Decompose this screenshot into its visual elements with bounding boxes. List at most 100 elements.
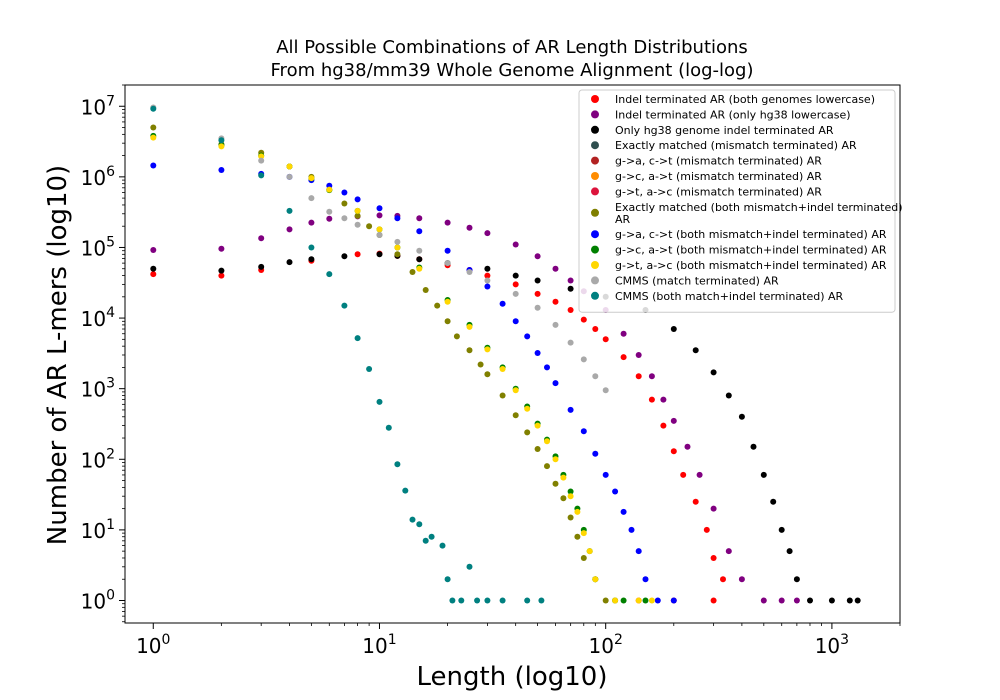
data-point-series-2 xyxy=(150,265,157,272)
data-point-series-7 xyxy=(466,347,473,354)
data-point-series-0 xyxy=(703,526,710,533)
data-point-series-8 xyxy=(670,597,677,604)
data-point-series-11 xyxy=(394,238,401,245)
data-point-series-10 xyxy=(376,226,383,233)
legend-marker xyxy=(591,187,599,196)
data-point-series-1 xyxy=(376,212,383,219)
data-point-series-12 xyxy=(458,597,465,604)
legend-marker xyxy=(591,261,599,269)
data-point-series-7 xyxy=(552,480,559,487)
data-point-series-8 xyxy=(580,428,587,435)
data-point-series-7 xyxy=(341,200,348,207)
data-point-series-8 xyxy=(628,526,635,533)
data-point-series-0 xyxy=(150,271,157,278)
data-point-series-10 xyxy=(512,387,519,394)
data-point-series-10 xyxy=(534,422,541,429)
data-point-series-12 xyxy=(286,207,293,214)
data-point-series-2 xyxy=(786,548,793,555)
data-point-series-10 xyxy=(484,346,491,353)
data-point-series-10 xyxy=(586,548,593,555)
data-point-series-1 xyxy=(725,548,732,555)
data-point-series-8 xyxy=(642,576,649,583)
data-point-series-2 xyxy=(512,272,519,279)
data-point-series-10 xyxy=(567,493,574,500)
data-point-series-12 xyxy=(538,597,545,604)
y-tick-label: 101 xyxy=(81,517,115,543)
data-point-series-10 xyxy=(552,456,559,463)
data-point-series-10 xyxy=(354,207,361,214)
data-point-series-11 xyxy=(416,247,423,254)
data-point-series-10 xyxy=(635,597,642,604)
data-point-series-1 xyxy=(444,219,451,226)
data-point-series-1 xyxy=(760,597,767,604)
data-point-series-8 xyxy=(635,548,642,555)
data-point-series-9 xyxy=(620,597,627,604)
data-point-series-7 xyxy=(560,495,567,502)
data-point-series-2 xyxy=(750,443,757,450)
data-point-series-1 xyxy=(778,597,785,604)
data-point-series-12 xyxy=(354,335,361,342)
data-point-series-1 xyxy=(150,247,157,253)
data-point-series-11 xyxy=(354,221,361,228)
data-point-series-1 xyxy=(710,505,717,512)
data-point-series-10 xyxy=(308,175,315,182)
data-point-series-10 xyxy=(258,153,265,160)
data-point-series-8 xyxy=(620,508,627,515)
chart-subtitle: From hg38/mm39 Whole Genome Alignment (l… xyxy=(271,60,754,81)
data-point-series-8 xyxy=(218,167,225,173)
data-point-series-8 xyxy=(484,283,491,290)
legend-label: Indel terminated AR (only hg38 lowercase… xyxy=(615,108,851,121)
y-tick-label: 105 xyxy=(81,234,115,260)
data-point-series-8 xyxy=(524,333,531,340)
data-point-series-2 xyxy=(692,347,699,354)
data-point-series-2 xyxy=(308,256,315,263)
data-point-series-7 xyxy=(499,392,506,399)
x-tick-label: 103 xyxy=(815,632,849,658)
data-point-series-12 xyxy=(524,597,531,604)
data-point-series-2 xyxy=(416,256,423,263)
data-point-series-11 xyxy=(534,304,541,311)
legend-marker xyxy=(591,276,599,285)
data-point-series-7 xyxy=(544,463,550,470)
data-point-series-0 xyxy=(567,307,574,313)
data-point-series-11 xyxy=(376,232,383,238)
data-point-series-7 xyxy=(394,251,401,258)
data-point-series-7 xyxy=(574,533,581,540)
data-point-series-10 xyxy=(560,474,567,481)
data-point-series-10 xyxy=(394,244,401,251)
data-point-series-12 xyxy=(466,563,473,570)
legend-label: Only hg38 genome indel terminated AR xyxy=(615,124,834,137)
legend-label: Indel terminated AR (both genomes lowerc… xyxy=(615,93,875,106)
data-point-series-8 xyxy=(444,247,451,254)
data-point-series-2 xyxy=(854,597,861,604)
data-point-series-8 xyxy=(354,196,361,203)
data-point-series-12 xyxy=(416,521,423,528)
data-point-series-2 xyxy=(484,265,491,272)
y-tick-label: 107 xyxy=(81,93,115,119)
data-point-series-1 xyxy=(466,224,473,231)
data-point-series-2 xyxy=(770,498,777,505)
data-point-series-7 xyxy=(524,429,531,436)
data-point-series-8 xyxy=(602,471,609,478)
data-point-series-12 xyxy=(341,302,348,309)
data-point-series-8 xyxy=(499,300,506,307)
legend-box xyxy=(578,89,896,313)
data-point-series-0 xyxy=(648,396,655,403)
data-point-series-10 xyxy=(218,143,225,150)
data-point-series-12 xyxy=(385,424,392,431)
data-point-series-2 xyxy=(738,413,745,420)
data-point-series-0 xyxy=(592,326,599,332)
legend-label: Exactly matched (both mismatch+indel ter… xyxy=(615,201,903,226)
data-point-series-7 xyxy=(534,446,541,452)
data-point-series-8 xyxy=(552,380,559,387)
legend-label: g->a, c->t (both mismatch+indel terminat… xyxy=(615,228,887,241)
data-point-series-1 xyxy=(635,352,642,358)
data-point-series-8 xyxy=(416,228,423,235)
data-point-series-1 xyxy=(308,219,315,226)
legend-marker xyxy=(591,95,599,103)
data-point-series-12 xyxy=(422,537,429,544)
data-point-series-2 xyxy=(828,597,835,604)
data-point-series-2 xyxy=(341,253,348,260)
data-point-series-12 xyxy=(449,597,456,604)
data-point-series-8 xyxy=(592,450,599,457)
